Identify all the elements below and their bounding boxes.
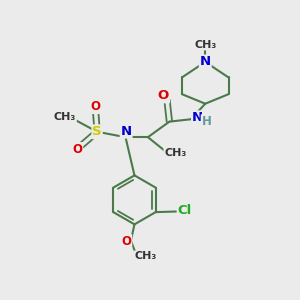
Text: CH₃: CH₃ — [164, 148, 187, 158]
Text: O: O — [158, 89, 169, 103]
Text: CH₃: CH₃ — [54, 112, 76, 122]
Text: N: N — [121, 125, 132, 138]
Text: CH₃: CH₃ — [194, 40, 216, 50]
Text: O: O — [72, 143, 82, 156]
Text: S: S — [92, 125, 102, 138]
Text: N: N — [192, 111, 203, 124]
Text: Cl: Cl — [178, 204, 192, 218]
Text: N: N — [200, 56, 211, 68]
Text: CH₃: CH₃ — [134, 251, 156, 261]
Text: O: O — [122, 235, 131, 248]
Text: O: O — [91, 100, 101, 113]
Text: H: H — [202, 115, 212, 128]
